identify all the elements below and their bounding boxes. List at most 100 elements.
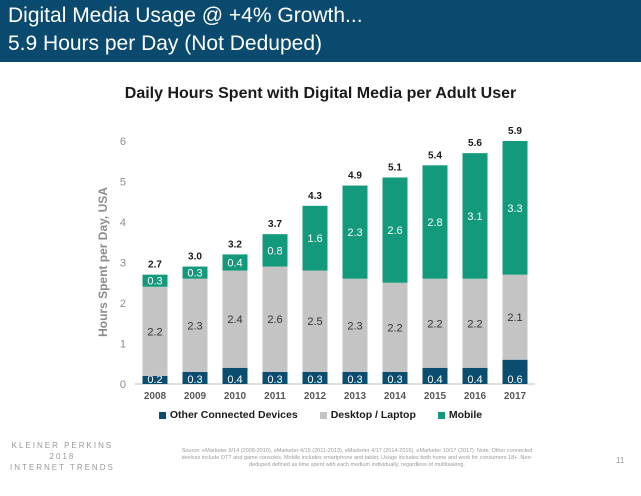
data-label: 2.6	[387, 225, 402, 237]
legend-label-desktop: Desktop / Laptop	[330, 409, 416, 421]
x-tick-label: 2010	[224, 391, 247, 402]
bar-segment	[422, 165, 448, 279]
bar-segment	[182, 266, 208, 279]
x-tick-label: 2009	[184, 391, 207, 402]
data-label: 3.1	[467, 211, 482, 223]
legend-label-mobile: Mobile	[448, 409, 483, 421]
logo-line-1: KLEINER PERKINS	[11, 441, 114, 450]
slide-subtitle: 5.9 Hours per Day (Not Deduped)	[8, 32, 322, 55]
bar-segment	[462, 367, 488, 384]
data-label: 0.4	[227, 258, 242, 270]
total-label: 5.9	[508, 126, 522, 137]
data-label: 0.3	[267, 374, 282, 386]
data-label: 0.3	[187, 374, 202, 386]
legend-item-other: Other Connected Devices	[158, 409, 298, 421]
data-label: 0.8	[267, 245, 282, 257]
data-label: 0.3	[307, 374, 322, 386]
total-label: 4.3	[308, 191, 322, 202]
data-label: 2.4	[227, 314, 242, 326]
legend-swatch-desktop	[319, 411, 327, 419]
chart-legend: Other Connected Devices Desktop / Laptop…	[0, 409, 641, 421]
chart-title: Daily Hours Spent with Digital Media per…	[124, 85, 517, 102]
y-tick-label: 5	[120, 177, 126, 189]
data-label: 3.3	[507, 203, 522, 215]
x-tick-label: 2015	[424, 391, 447, 402]
bar-segment	[342, 371, 368, 384]
title-banner: Digital Media Usage @ +4% Growth... 5.9 …	[0, 0, 641, 62]
data-label: 2.3	[347, 227, 362, 239]
legend-swatch-mobile	[437, 411, 445, 419]
data-label: 0.3	[387, 374, 402, 386]
total-label: 3.2	[228, 239, 242, 250]
source-note: Source: eMarketer 9/14 (2008-2010), eMar…	[181, 448, 533, 468]
x-tick-label: 2008	[144, 391, 167, 402]
x-tick-label: 2013	[344, 391, 367, 402]
y-tick-label: 3	[120, 258, 126, 270]
x-tick-label: 2011	[264, 391, 286, 402]
total-label: 5.6	[468, 138, 482, 149]
data-label: 2.2	[467, 318, 482, 330]
bar-segment	[422, 278, 448, 368]
data-label: 2.8	[427, 217, 442, 229]
data-label: 0.4	[467, 374, 482, 386]
x-tick-label: 2012	[304, 391, 327, 402]
bar-segment	[142, 274, 168, 287]
bar-segment	[502, 274, 528, 360]
bar-segment	[142, 375, 168, 384]
logo-line-3: INTERNET TRENDS	[10, 463, 115, 472]
data-label: 0.4	[427, 374, 442, 386]
data-label: 1.6	[307, 233, 322, 245]
y-tick-label: 2	[120, 298, 126, 310]
data-label: 0.4	[227, 374, 242, 386]
legend-item-mobile: Mobile	[437, 409, 483, 421]
x-tick-label: 2016	[464, 391, 487, 402]
total-label: 5.1	[388, 162, 402, 173]
data-label: 0.3	[347, 374, 362, 386]
x-tick-label: 2014	[384, 391, 407, 402]
data-label: 2.1	[507, 312, 522, 324]
bar-segment	[222, 367, 248, 384]
data-label: 2.6	[267, 314, 282, 326]
data-label: 0.3	[187, 268, 202, 280]
data-label: 2.3	[347, 320, 362, 332]
bar-segment	[262, 371, 288, 384]
total-label: 4.9	[348, 171, 362, 182]
total-label: 5.4	[428, 150, 442, 161]
total-label: 3.7	[268, 219, 282, 230]
logo-line-2: 2018	[49, 452, 76, 461]
legend-item-desktop: Desktop / Laptop	[319, 409, 416, 421]
bar-segment	[462, 153, 488, 279]
bar-segment	[182, 278, 208, 372]
data-label: 2.2	[147, 326, 162, 338]
bar-segment	[342, 278, 368, 372]
data-label: 0.2	[147, 374, 162, 386]
x-tick-label: 2017	[504, 391, 527, 402]
bar-segment	[302, 205, 328, 271]
y-tick-label: 4	[120, 217, 126, 229]
bar-segment	[302, 270, 328, 372]
bar-segment	[262, 266, 288, 372]
y-axis-label: Hours Spent per Day, USA	[96, 187, 110, 337]
y-tick-label: 1	[120, 339, 126, 351]
bar-segment	[502, 359, 528, 384]
bar-segment	[502, 141, 528, 275]
bar-segment	[462, 278, 488, 368]
legend-swatch-other	[158, 411, 166, 419]
slide-title: Digital Media Usage @ +4% Growth...	[8, 4, 363, 27]
bar-segment	[222, 254, 248, 271]
bar-segment	[262, 234, 288, 267]
data-label: 2.5	[307, 316, 322, 328]
data-label: 0.3	[147, 276, 162, 288]
bar-segment	[342, 185, 368, 279]
y-tick-label: 6	[120, 136, 126, 148]
total-label: 3.0	[188, 252, 202, 263]
data-label: 2.2	[387, 322, 402, 334]
total-label: 2.7	[148, 260, 162, 271]
bar-segment	[382, 282, 408, 372]
bar-segment	[222, 270, 248, 368]
bar-segment	[302, 371, 328, 384]
legend-label-other: Other Connected Devices	[169, 409, 298, 421]
bar-segment	[422, 367, 448, 384]
brand-logo: KLEINER PERKINS 2018 INTERNET TRENDS	[10, 440, 115, 473]
data-label: 2.2	[427, 318, 442, 330]
